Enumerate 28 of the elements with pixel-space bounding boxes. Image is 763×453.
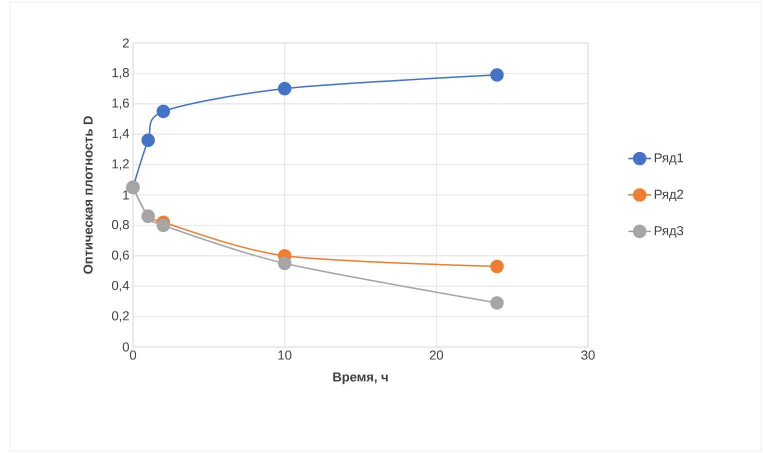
y-tick-label: 0,2 <box>112 311 129 322</box>
x-tick-label: 20 <box>430 350 444 360</box>
y-axis-title: Оптическая плотность D <box>84 116 93 274</box>
y-tick-label: 1,2 <box>112 159 129 170</box>
y-tick-label: 0,4 <box>112 280 130 292</box>
legend-label: Ряд3 <box>654 226 684 238</box>
y-tick-label: 1,8 <box>112 68 129 79</box>
x-tick-label: 0 <box>130 350 136 360</box>
point <box>156 104 170 118</box>
point <box>490 260 504 274</box>
y-tick-label: 0,6 <box>112 250 129 262</box>
y-tick-label: 1,4 <box>112 128 130 140</box>
y-tick-label: 0 <box>122 342 129 352</box>
y-tick-label: 0,8 <box>112 220 129 231</box>
point <box>490 296 504 310</box>
legend-label: Ряд2 <box>654 190 684 202</box>
y-tick-label: 2 <box>122 38 129 48</box>
x-tick-label: 30 <box>581 350 595 360</box>
legend-label: Ряд1 <box>654 153 684 165</box>
x-axis-title: Время, ч <box>333 372 388 384</box>
point <box>156 218 170 232</box>
point <box>490 68 504 82</box>
y-tick-label: 1,6 <box>112 98 129 110</box>
point <box>278 256 292 270</box>
x-tick-label: 10 <box>278 350 292 360</box>
point <box>278 82 292 96</box>
y-tick-label: 1 <box>123 190 129 200</box>
point <box>141 134 155 148</box>
